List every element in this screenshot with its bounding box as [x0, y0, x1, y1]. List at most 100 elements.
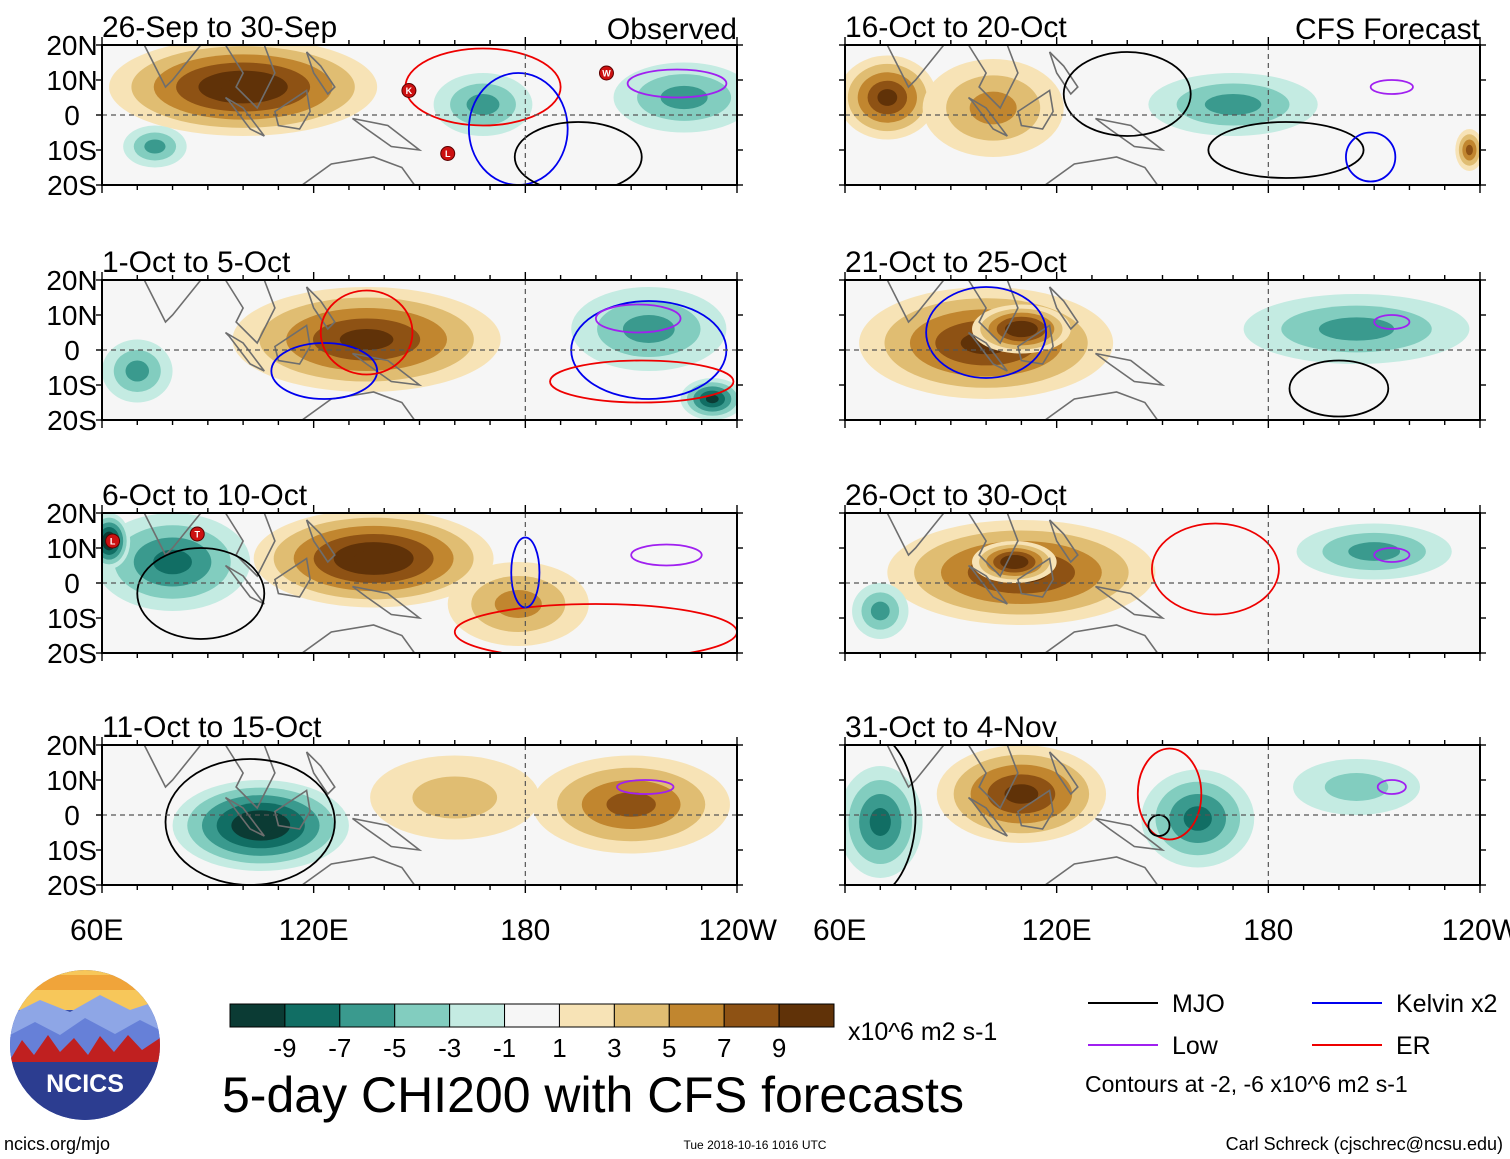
coastline: [300, 624, 416, 653]
y-tick-label: 10S: [47, 835, 97, 866]
storm-icon: [105, 533, 121, 549]
coastline: [305, 519, 336, 564]
coastline: [1048, 286, 1079, 331]
footer-credit: Carl Schreck (cjschrec@ncsu.edu): [1226, 1134, 1503, 1154]
contour-low: [630, 543, 703, 567]
panel-7: 26-Oct to 30-Oct: [839, 479, 1486, 661]
anomaly-2-level-3: [606, 792, 656, 817]
coastline: [224, 96, 265, 137]
contour-low: [1369, 79, 1414, 95]
colorbar-swatch: [229, 1003, 286, 1028]
coastline: [224, 564, 265, 605]
y-tick-label: 10N: [46, 533, 97, 564]
footer-url[interactable]: ncics.org/mjo: [4, 1134, 110, 1154]
x-tick-label: 120W: [699, 914, 778, 947]
contour-kelvin: [1345, 131, 1397, 183]
coastline: [1048, 51, 1079, 96]
anomaly-2-level-5: [1007, 558, 1022, 566]
anomaly-1-level-4: [1004, 784, 1039, 804]
y-tick-label: 20N: [46, 730, 97, 761]
colorbar-label: -1: [493, 1033, 516, 1063]
coastline: [1043, 391, 1159, 420]
colorbar-swatch: [668, 1003, 725, 1028]
anomaly-3-level-1: [412, 776, 498, 819]
panel-4: 20N 10N 0 10S 20S 11-Oct to 15-Oct 60E 120E 180 1…: [46, 711, 777, 947]
coastline: [224, 513, 276, 578]
coastline: [967, 745, 1019, 810]
anomaly-3-level-2: [1204, 94, 1262, 115]
coastline: [352, 352, 423, 387]
storm-label: W: [602, 69, 611, 79]
contour-mjo: [1207, 121, 1365, 179]
y-tick-label: 20N: [46, 498, 97, 529]
anomaly-4-level-1: [1324, 773, 1389, 801]
panel-period: 21-Oct to 25-Oct: [845, 246, 1067, 279]
legend-label-low: Low: [1172, 1032, 1219, 1060]
colorbar-label: 9: [772, 1033, 786, 1063]
colorbar-swatch: [394, 1003, 451, 1028]
x-tick-label: 60E: [813, 914, 866, 947]
contour-mjo: [1147, 814, 1171, 837]
anomaly-2-level-3: [1183, 806, 1212, 831]
contour-er: [1151, 522, 1280, 616]
coastline: [1095, 585, 1166, 620]
panel-period: 6-Oct to 10-Oct: [102, 479, 308, 512]
coastline: [886, 45, 945, 89]
colorbar-swatch: [284, 1003, 341, 1028]
colorbar-units: x10^6 m2 s-1: [848, 1018, 997, 1046]
figure-title: 5-day CHI200 with CFS forecasts: [222, 1067, 964, 1123]
coastline: [1048, 751, 1079, 796]
contour-er: [549, 359, 735, 404]
coastline: [224, 331, 265, 372]
x-tick-label: 60E: [70, 914, 123, 947]
panel-period: 11-Oct to 15-Oct: [102, 711, 322, 744]
colorbar-label: 1: [552, 1033, 566, 1063]
y-tick-label: 20S: [47, 638, 97, 669]
storm-label: L: [110, 537, 116, 547]
coastline: [224, 796, 265, 837]
anomaly-3-level-2: [466, 94, 500, 115]
colorbar-label: 5: [662, 1033, 676, 1063]
contour-low: [1373, 547, 1411, 563]
colorbar-swatch: [449, 1003, 506, 1028]
y-tick-label: 0: [64, 800, 80, 831]
coastline: [273, 89, 311, 130]
colorbar-swatch: [504, 1003, 560, 1028]
coastline: [1016, 324, 1054, 365]
contour-er: [1136, 747, 1203, 841]
coastline: [300, 856, 416, 885]
anomaly-3-level-2: [1348, 542, 1401, 561]
storm-label: L: [445, 149, 451, 159]
storm-icon: [189, 526, 205, 542]
colorbar-swatch: [778, 1003, 835, 1028]
x-tick-label: 180: [500, 914, 550, 947]
contour-mjo: [1062, 51, 1192, 137]
coastline: [967, 96, 1008, 137]
panel-period: 31-Oct to 4-Nov: [845, 711, 1057, 744]
legend-label-kelvin: Kelvin x2: [1396, 990, 1497, 1018]
coastline: [224, 280, 276, 345]
colorbar-label: 3: [607, 1033, 621, 1063]
y-tick-label: 20N: [46, 30, 97, 61]
contour-er: [453, 603, 737, 653]
x-tick-label: 180: [1243, 914, 1293, 947]
contour-kelvin: [468, 72, 569, 185]
anomaly-3-level-2: [622, 315, 675, 343]
x-tick-label: 120E: [1022, 914, 1092, 947]
coastline: [1095, 352, 1166, 387]
x-tick-label: 120W: [1442, 914, 1510, 947]
y-tick-label: 0: [64, 568, 80, 599]
coastline: [143, 745, 202, 789]
contour-er: [319, 289, 414, 376]
y-tick-label: 0: [64, 100, 80, 131]
contour-legend: MJO Kelvin x2 Low ER: [1088, 990, 1497, 1060]
anomaly-2-level-2: [144, 139, 166, 154]
coastline: [305, 51, 336, 96]
contour-low: [1373, 314, 1411, 330]
panel-6: 21-Oct to 25-Oct: [839, 246, 1486, 428]
coastline: [1043, 856, 1159, 885]
legend-label-er: ER: [1396, 1032, 1431, 1060]
coastline: [1048, 519, 1079, 564]
logo-text: NCICS: [46, 1070, 124, 1098]
coastline: [967, 513, 1019, 578]
